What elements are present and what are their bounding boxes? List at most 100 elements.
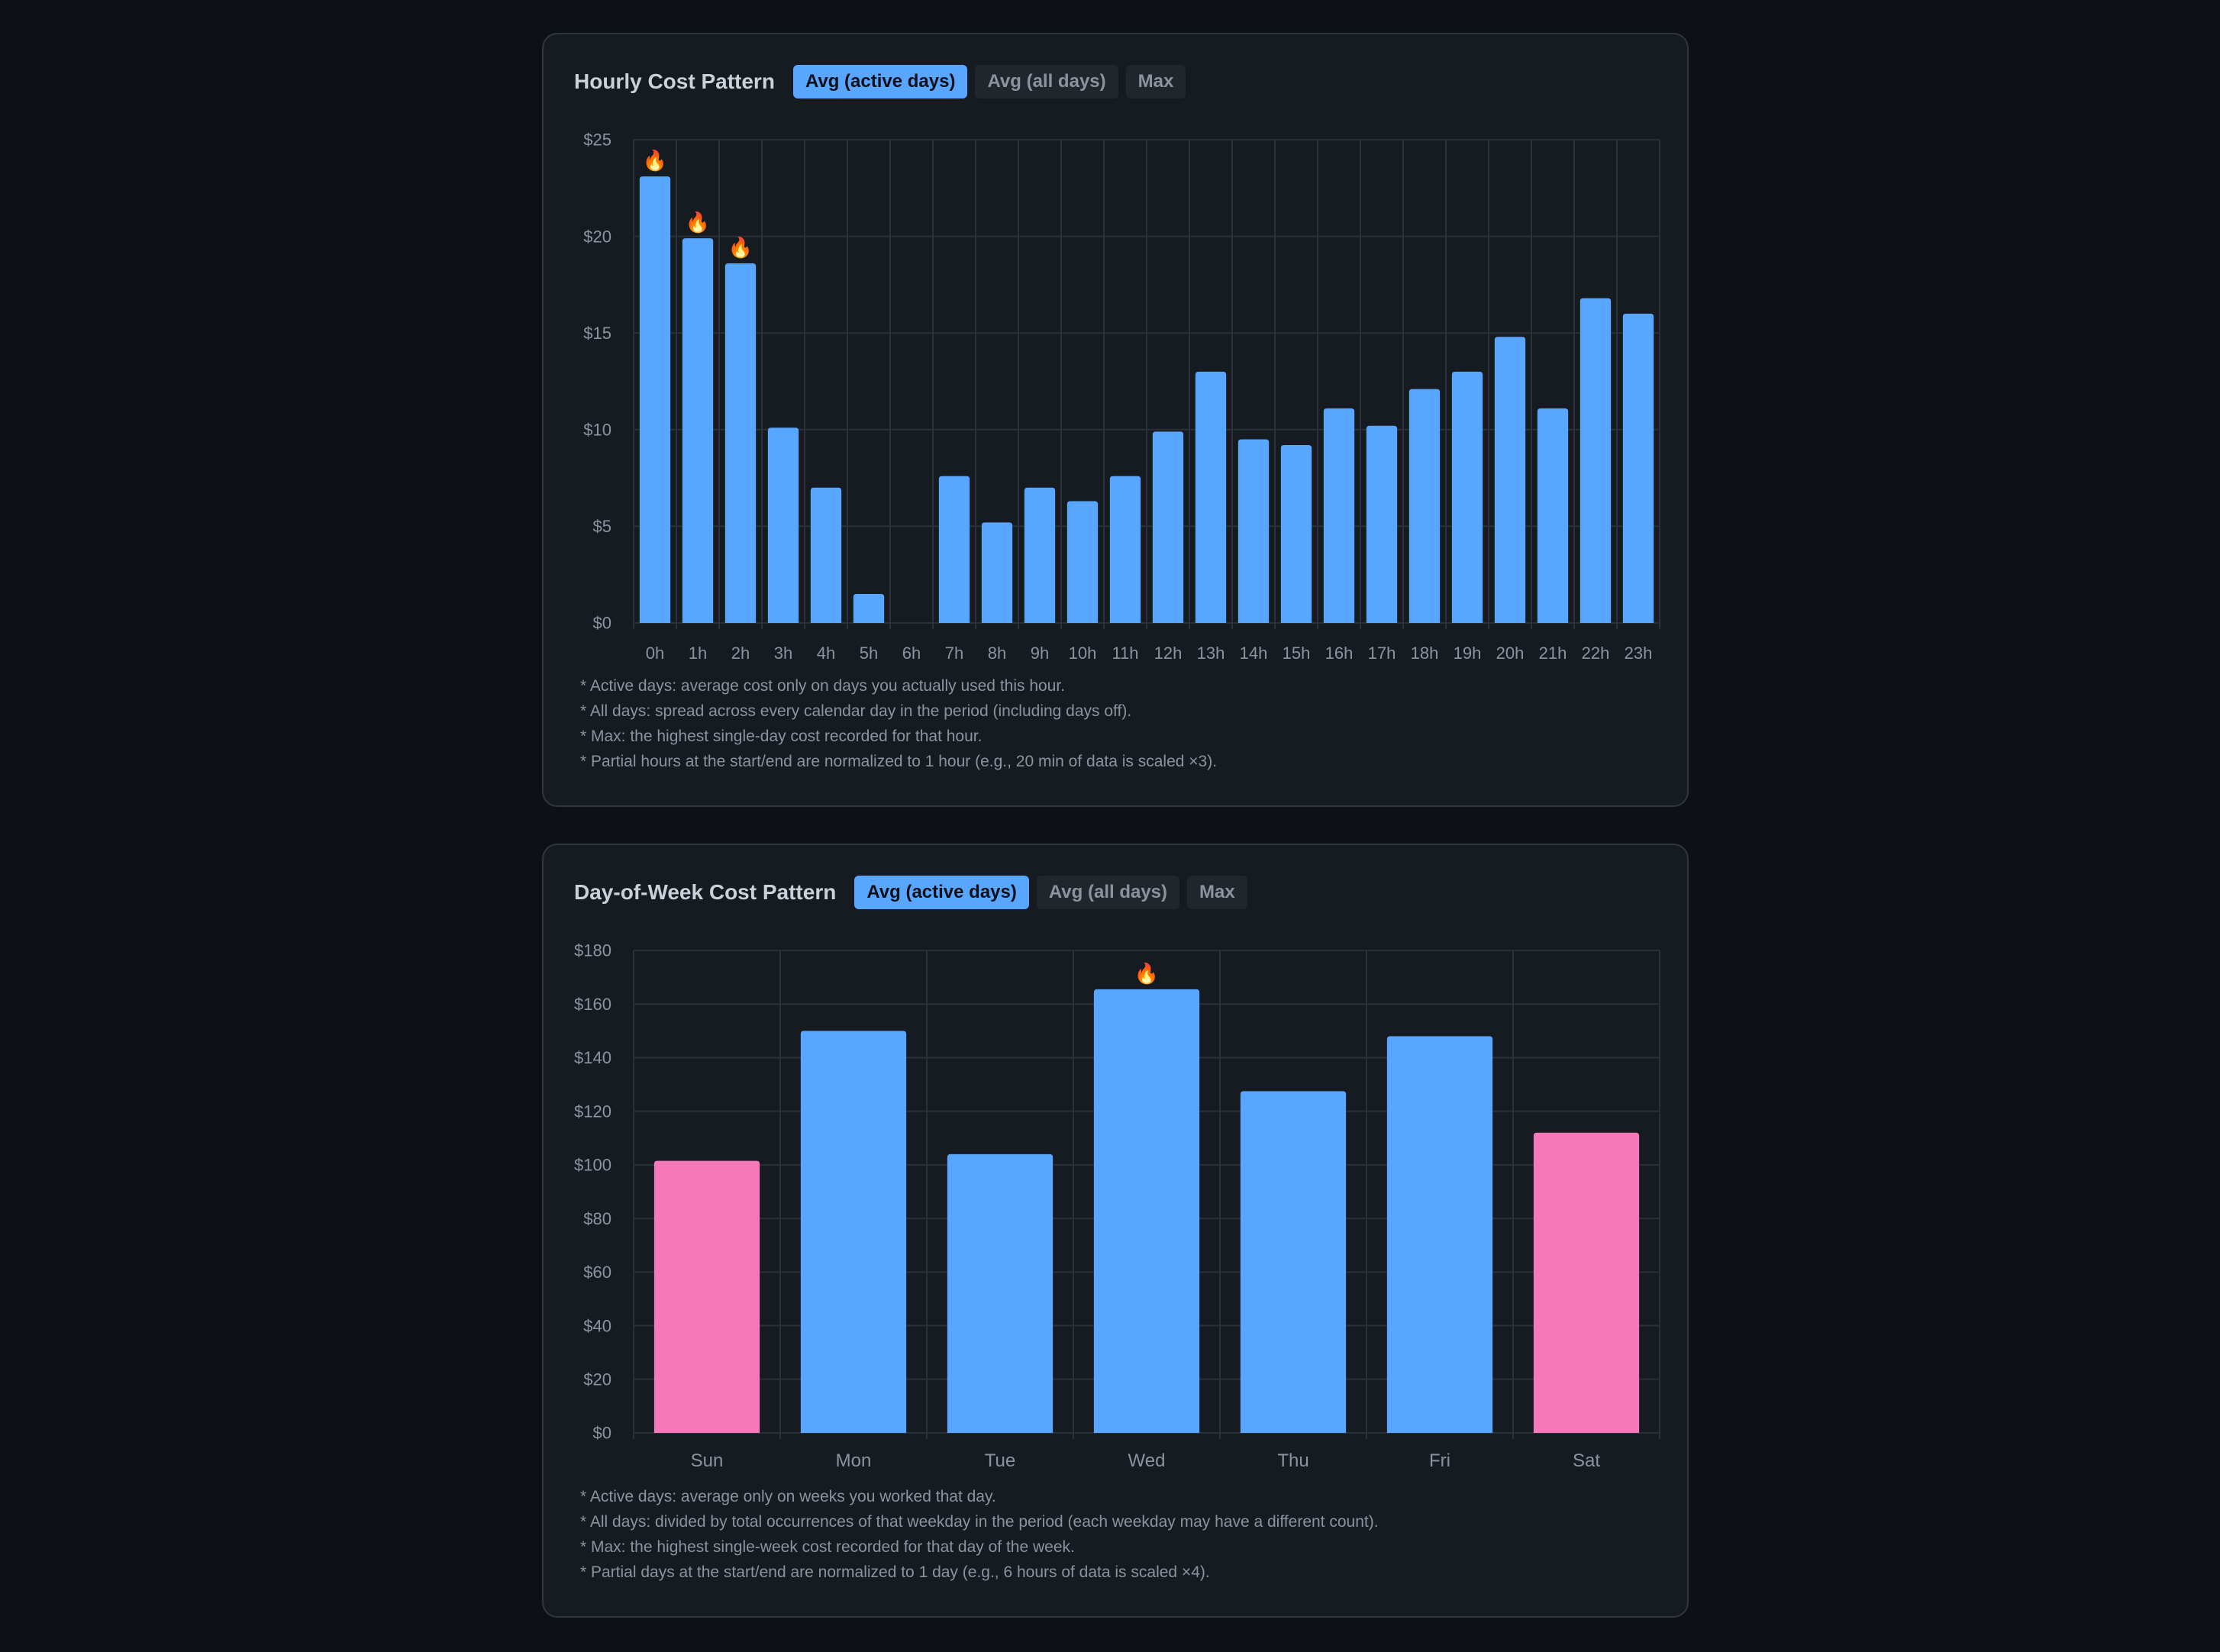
- hourly-bar-16h[interactable]: [1323, 408, 1355, 623]
- hourly-xtick-label: 8h: [988, 644, 1006, 663]
- weekly-fire-icon: 🔥: [1134, 962, 1159, 985]
- weekly-note-max: * Max: the highest single-week cost reco…: [580, 1538, 1075, 1556]
- hourly-bar-17h[interactable]: [1366, 425, 1398, 623]
- hourly-ytick-label: $25: [583, 131, 611, 150]
- weekly-tab-max[interactable]: Max: [1187, 876, 1247, 909]
- hourly-title: Hourly Cost Pattern: [574, 69, 775, 93]
- hourly-xtick-label: 17h: [1368, 644, 1396, 663]
- hourly-bar-23h[interactable]: [1622, 313, 1654, 623]
- weekly-note-active: * Active days: average only on weeks you…: [580, 1488, 996, 1505]
- weekly-xtick-label: Thu: [1277, 1450, 1308, 1471]
- weekly-ytick-label: $180: [574, 941, 611, 960]
- hourly-note-active: * Active days: average cost only on days…: [580, 677, 1066, 695]
- hourly-bar-12h[interactable]: [1152, 431, 1184, 623]
- hourly-bar-5h[interactable]: [853, 594, 885, 623]
- hourly-grid: [633, 139, 1660, 629]
- weekly-tab-avg-all[interactable]: Avg (all days): [1036, 876, 1180, 909]
- hourly-bar-3h[interactable]: [767, 428, 799, 623]
- hourly-xtick-label: 7h: [945, 644, 963, 663]
- weekly-header: Day-of-Week Cost Pattern Avg (active day…: [574, 874, 1255, 911]
- hourly-xtick-label: 3h: [774, 644, 792, 663]
- weekly-xtick-label: Wed: [1128, 1450, 1166, 1471]
- weekly-ytick-label: $60: [583, 1263, 611, 1282]
- hourly-note-partial: * Partial hours at the start/end are nor…: [580, 753, 1218, 770]
- hourly-bar-2h[interactable]: [724, 263, 757, 623]
- hourly-tab-avg-all[interactable]: Avg (all days): [975, 65, 1118, 98]
- weekly-cost-panel: Day-of-Week Cost Pattern Avg (active day…: [542, 844, 1689, 1618]
- hourly-note-all: * All days: spread across every calendar…: [580, 702, 1132, 720]
- hourly-xtick-label: 22h: [1582, 644, 1610, 663]
- hourly-xtick-label: 0h: [646, 644, 664, 663]
- hourly-bar-20h[interactable]: [1494, 337, 1526, 623]
- weekly-note-partial: * Partial days at the start/end are norm…: [580, 1563, 1210, 1581]
- weekly-chart: $0 $20 $40 $60 $80 $100 $120 $140 $160 $180 Sun Mon…: [574, 941, 1660, 1471]
- hourly-bar-14h[interactable]: [1237, 439, 1270, 623]
- hourly-xtick-label: 12h: [1154, 644, 1183, 663]
- hourly-tab-max[interactable]: Max: [1125, 65, 1186, 98]
- weekly-xtick-label: Tue: [985, 1450, 1015, 1471]
- weekly-bar-Sun[interactable]: [653, 1160, 760, 1433]
- weekly-xtick-label: Sat: [1573, 1450, 1600, 1471]
- hourly-bar-22h[interactable]: [1579, 298, 1612, 623]
- hourly-bar-15h[interactable]: [1280, 445, 1312, 623]
- weekly-bar-Thu[interactable]: [1240, 1091, 1347, 1433]
- hourly-xtick-label: 20h: [1496, 644, 1525, 663]
- hourly-bar-18h[interactable]: [1408, 389, 1441, 623]
- hourly-xtick-label: 10h: [1069, 644, 1097, 663]
- hourly-xtick-label: 23h: [1625, 644, 1653, 663]
- weekly-bar-Mon[interactable]: [800, 1031, 907, 1433]
- hourly-bar-10h[interactable]: [1066, 501, 1099, 623]
- hourly-bar-7h[interactable]: [938, 476, 970, 623]
- hourly-bar-0h[interactable]: [639, 176, 671, 623]
- hourly-xtick-label: 6h: [902, 644, 921, 663]
- hourly-bar-9h[interactable]: [1024, 487, 1056, 623]
- hourly-xtick-label: 11h: [1112, 644, 1138, 663]
- hourly-xtick-label: 13h: [1197, 644, 1225, 663]
- hourly-xtick-label: 4h: [817, 644, 835, 663]
- hourly-bar-21h[interactable]: [1537, 408, 1569, 623]
- weekly-ytick-label: $40: [583, 1316, 611, 1335]
- hourly-xtick-label: 18h: [1411, 644, 1439, 663]
- hourly-xtick-label: 5h: [860, 644, 878, 663]
- hourly-ytick-label: $0: [593, 614, 611, 633]
- hourly-header: Hourly Cost Pattern Avg (active days) Av…: [574, 63, 1193, 100]
- hourly-ytick-label: $15: [583, 324, 611, 343]
- weekly-bar-Tue[interactable]: [947, 1153, 1054, 1433]
- hourly-bar-19h[interactable]: [1451, 371, 1483, 623]
- weekly-ytick-label: $140: [574, 1048, 611, 1067]
- weekly-xtick-label: Fri: [1429, 1450, 1450, 1471]
- hourly-bar-1h[interactable]: [682, 238, 714, 623]
- hourly-chart: $0 $5 $10 $15 $20 $25 🔥 0h 🔥 1h 🔥 2h 3h 4h 5h 6h 7h 8h 9h 1…: [583, 131, 1660, 663]
- hourly-xtick-label: 16h: [1325, 644, 1354, 663]
- weekly-bar-Sat[interactable]: [1533, 1132, 1640, 1433]
- weekly-ytick-label: $120: [574, 1102, 611, 1121]
- weekly-tab-avg-active[interactable]: Avg (active days): [854, 876, 1029, 909]
- hourly-xtick-label: 19h: [1454, 644, 1482, 663]
- hourly-ytick-label: $5: [593, 517, 611, 536]
- weekly-bar-Wed[interactable]: [1093, 989, 1200, 1433]
- weekly-ytick-label: $80: [583, 1209, 611, 1228]
- weekly-xtick-label: Sun: [691, 1450, 724, 1471]
- hourly-xtick-label: 14h: [1240, 644, 1268, 663]
- weekly-ytick-label: $100: [574, 1156, 611, 1175]
- hourly-notes: * Active days: average cost only on days…: [580, 673, 1217, 774]
- weekly-title: Day-of-Week Cost Pattern: [574, 880, 837, 904]
- hourly-bar-13h[interactable]: [1195, 371, 1227, 623]
- weekly-xtick-label: Mon: [836, 1450, 872, 1471]
- weekly-bar-Fri[interactable]: [1386, 1036, 1493, 1433]
- hourly-xtick-label: 2h: [731, 644, 750, 663]
- hourly-bar-4h[interactable]: [810, 487, 842, 623]
- hourly-cost-panel: Hourly Cost Pattern Avg (active days) Av…: [542, 33, 1689, 807]
- hourly-note-max: * Max: the highest single-day cost recor…: [580, 728, 983, 745]
- hourly-tab-avg-active[interactable]: Avg (active days): [792, 65, 968, 98]
- weekly-ytick-label: $0: [593, 1424, 611, 1443]
- hourly-xtick-label: 15h: [1283, 644, 1311, 663]
- hourly-ytick-label: $20: [583, 227, 611, 246]
- hourly-bar-11h[interactable]: [1109, 476, 1141, 623]
- hourly-fire-icon: 🔥: [643, 149, 667, 172]
- hourly-fire-icon: 🔥: [686, 211, 710, 234]
- hourly-bar-8h[interactable]: [981, 522, 1013, 623]
- weekly-ytick-label: $160: [574, 995, 611, 1014]
- hourly-ytick-label: $10: [583, 421, 611, 440]
- weekly-note-all: * All days: divided by total occurrences…: [580, 1513, 1379, 1531]
